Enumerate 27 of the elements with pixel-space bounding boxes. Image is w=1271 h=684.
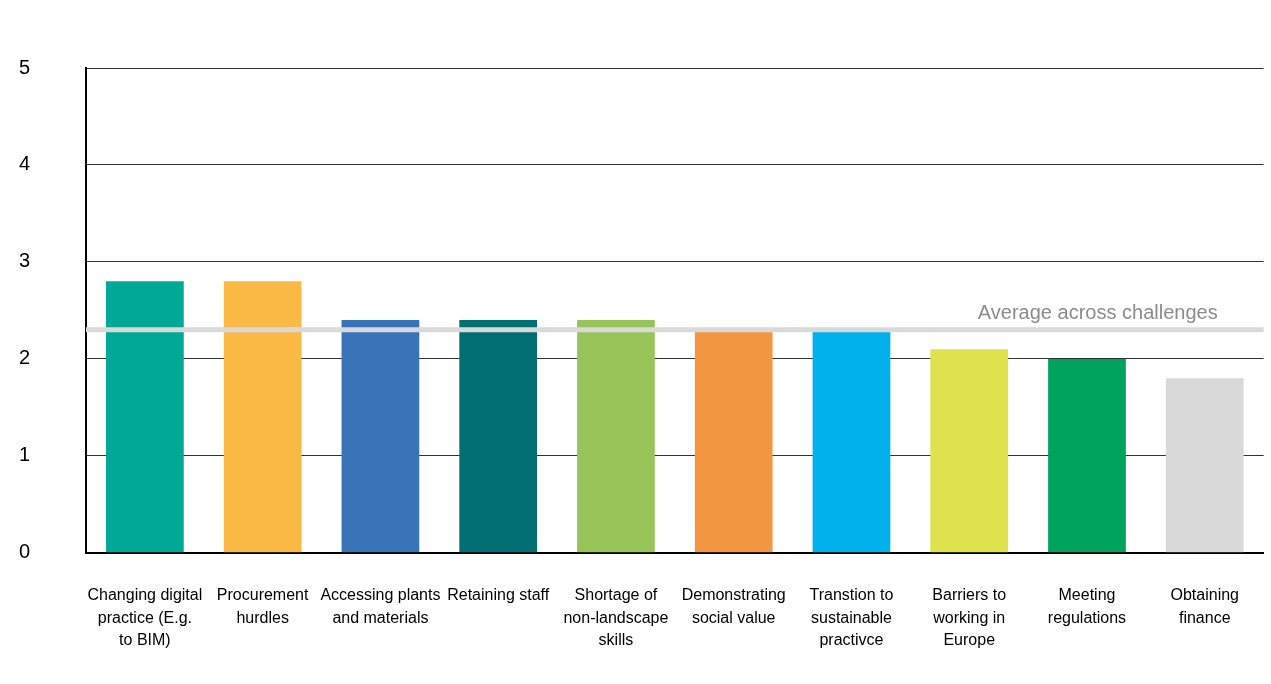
bar [223,281,302,553]
y-tick-label: 4 [18,152,30,175]
bar [694,329,773,553]
y-tick-label: 0 [18,540,30,563]
bar [459,320,538,553]
x-tick-label: Shortage of non-landscape skills [563,586,669,649]
y-tick-label: 2 [18,346,30,369]
x-tick-label: Accessing plants and materials [320,586,441,626]
y-tick-label: 3 [18,249,30,272]
x-tick-label: Obtaining finance [1170,586,1239,626]
bar [1165,378,1244,553]
bar [812,329,891,553]
y-tick-label: 5 [18,55,30,78]
x-tick-label: Meeting regulations [1047,586,1127,626]
bar [1048,358,1126,553]
bar [106,281,184,553]
bar [341,320,420,553]
ref-line-label: Average across challenges [977,301,1218,324]
x-tick-label: Changing digital practice (E.g. to BIM) [87,586,203,649]
x-tick-label: Transtion to sustainable practivce [809,586,894,649]
x-tick-label: Demonstrating social value [681,586,786,626]
bar [930,349,1009,553]
bar [577,320,655,553]
y-tick-label: 1 [18,443,30,466]
x-tick-label: Barriers to working in Europe [932,586,1007,649]
x-tick-label: Procurement hurdles [216,586,309,626]
x-tick-label: Retaining staff [447,586,550,604]
